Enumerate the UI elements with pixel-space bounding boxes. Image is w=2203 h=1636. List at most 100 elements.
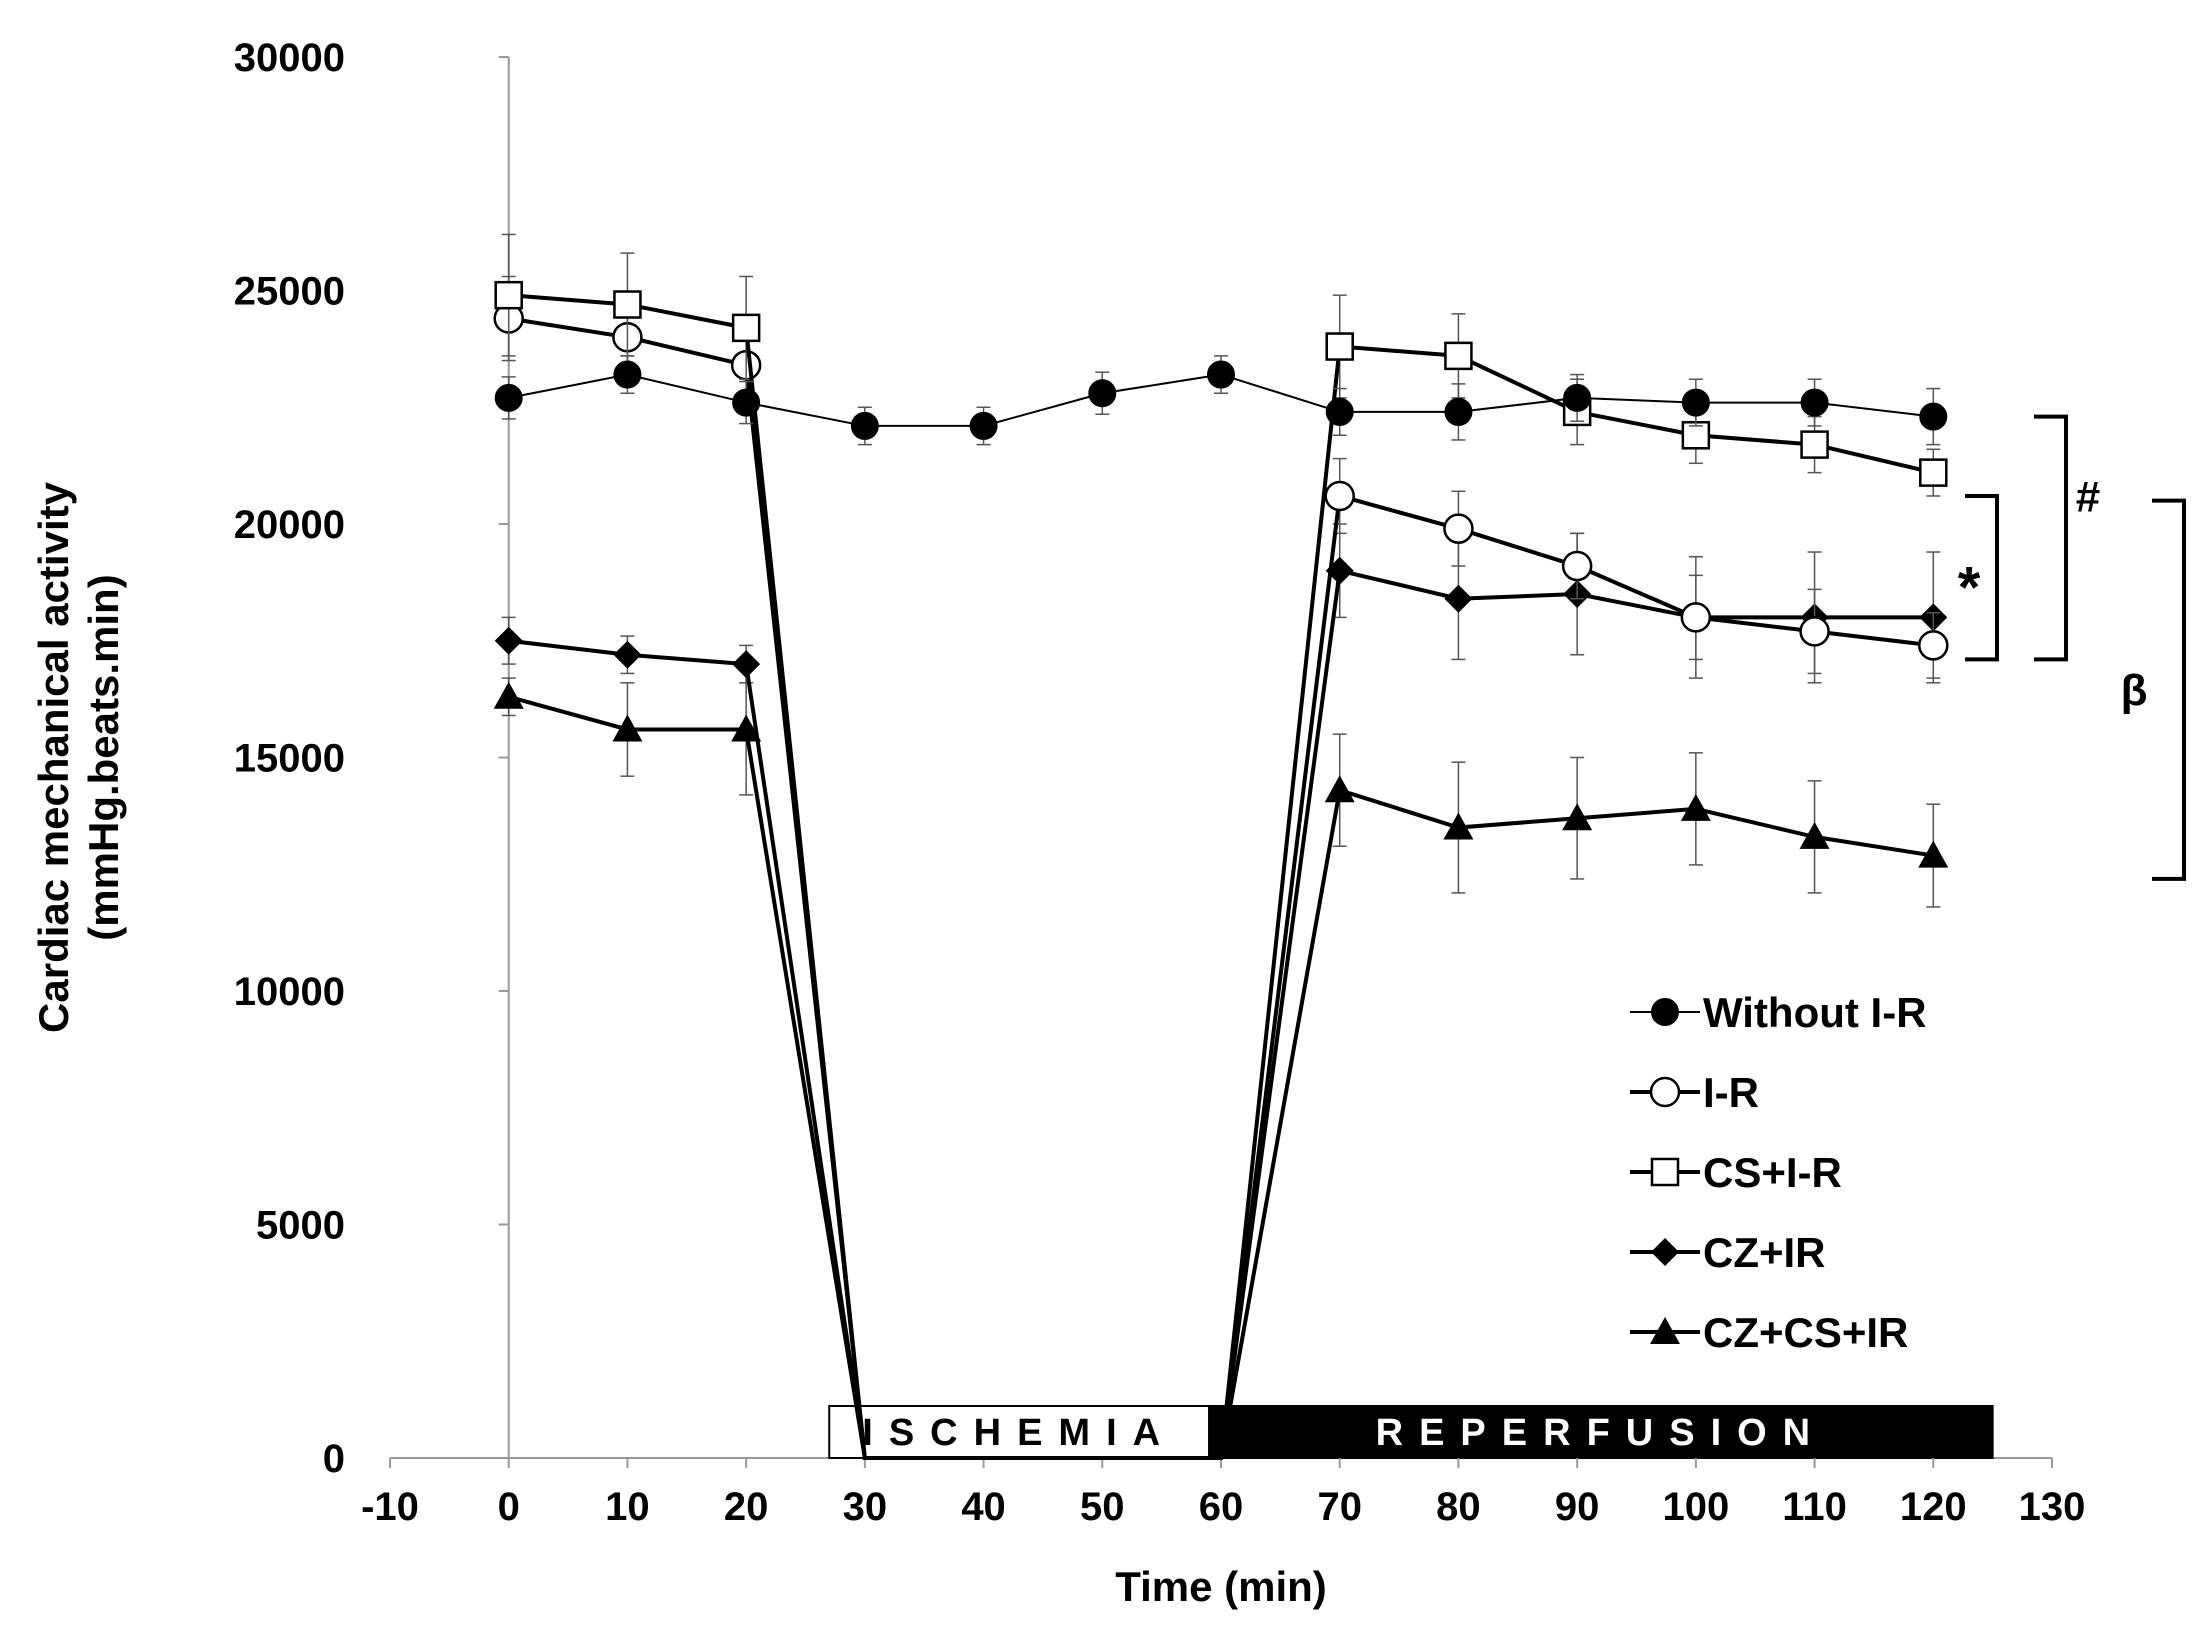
x-axis-label: Time (min) <box>1115 1563 1327 1610</box>
x-tick-label: 40 <box>961 1485 1006 1529</box>
data-point <box>612 714 643 742</box>
series-line <box>508 316 1934 1460</box>
y-tick-label: 20000 <box>234 503 345 547</box>
data-point <box>732 650 761 679</box>
data-point <box>731 313 761 343</box>
data-point <box>731 714 762 742</box>
legend-item: CS+I-R <box>1630 1149 1842 1196</box>
legend-item: CZ+CS+IR <box>1630 1309 1908 1356</box>
y-axis-label-line2: (mmHg.beats.min) <box>80 574 127 940</box>
data-point <box>1325 397 1354 426</box>
legend-label: Without I-R <box>1703 989 1927 1036</box>
y-tick-label: 25000 <box>234 270 345 314</box>
y-tick-label: 30000 <box>234 36 345 80</box>
x-tick-label: 90 <box>1555 1485 1600 1529</box>
data-point <box>1681 388 1710 417</box>
data-point <box>1444 397 1473 426</box>
bracket-label: β <box>2121 666 2148 715</box>
bracket-hash: # <box>2034 414 2100 662</box>
legend-label: I-R <box>1703 1069 1759 1116</box>
x-tick-label: 100 <box>1662 1485 1729 1529</box>
legend-label: CZ+CS+IR <box>1703 1309 1908 1356</box>
legend-label: CZ+IR <box>1703 1229 1826 1276</box>
data-point <box>494 280 523 310</box>
legend-label: CS+I-R <box>1703 1149 1842 1196</box>
data-point <box>1561 550 1593 582</box>
bracket-line <box>2152 498 2186 881</box>
bracket-star: * <box>1958 493 1999 662</box>
x-tick-label: 0 <box>498 1485 520 1529</box>
series-cz-cs-ir <box>493 663 1949 1460</box>
data-point <box>613 360 642 389</box>
data-point <box>1680 602 1712 633</box>
phase-box <box>828 1405 1211 1459</box>
legend-marker <box>1651 1238 1679 1266</box>
legend-marker <box>1649 1076 1681 1108</box>
legend-marker <box>1650 1157 1680 1187</box>
x-tick-label: 50 <box>1080 1485 1125 1529</box>
data-point <box>1444 341 1473 371</box>
series-line <box>508 293 1934 1460</box>
data-point <box>1088 379 1117 408</box>
data-point <box>1800 430 1829 459</box>
data-point <box>1324 480 1355 512</box>
x-tick-label: 120 <box>1900 1485 1967 1529</box>
x-tick-label: 20 <box>724 1485 769 1529</box>
y-tick-label: 0 <box>323 1437 345 1481</box>
phase-reperfusion: REPERFUSION <box>1208 1405 1994 1459</box>
data-point <box>850 411 879 440</box>
data-point <box>732 388 761 417</box>
legend-item: Without I-R <box>1630 989 1927 1036</box>
phase-label: ISCHEMIA <box>862 1412 1176 1454</box>
phase-ischemia: ISCHEMIA <box>828 1405 1211 1459</box>
data-point <box>1919 458 1948 487</box>
x-tick-label: -10 <box>361 1485 419 1529</box>
data-point <box>1443 513 1474 544</box>
phase-label: REPERFUSION <box>1376 1412 1826 1454</box>
data-point <box>1325 332 1354 361</box>
legend-marker <box>1651 998 1679 1026</box>
data-point <box>1799 821 1830 849</box>
phase-bars: ISCHEMIA REPERFUSION <box>828 1405 1994 1459</box>
x-tick-label: 10 <box>605 1485 650 1529</box>
data-point <box>1918 630 1949 661</box>
x-tick-label: 30 <box>843 1485 888 1529</box>
series-cs-i-r <box>494 233 1948 1460</box>
data-series <box>493 233 1949 1460</box>
series-i-r <box>493 275 1949 1460</box>
data-point <box>493 681 524 709</box>
axis-ticks: -10 0 10 20 30 40 50 60 70 80 90 100 110 120 130 0 5000 1… <box>234 36 2086 1529</box>
data-point <box>1562 803 1593 831</box>
data-point <box>613 640 642 669</box>
data-point <box>1800 388 1829 417</box>
significance-brackets: # * β <box>1958 414 2186 881</box>
data-point <box>1799 616 1830 647</box>
legend: Without I-R I-R CS+I-R CZ+IR CZ+CS+IR <box>1630 989 1927 1356</box>
data-point <box>613 290 642 319</box>
y-tick-label: 10000 <box>234 970 345 1014</box>
bracket-line <box>2034 414 2068 662</box>
data-point <box>1324 775 1355 803</box>
data-point <box>494 626 523 655</box>
data-point <box>494 383 523 412</box>
data-point <box>1444 584 1473 613</box>
y-axis-label-line1: Cardiac mechanical activity <box>30 481 77 1033</box>
x-tick-label: 130 <box>2019 1485 2086 1529</box>
data-point <box>1563 383 1592 412</box>
x-tick-label: 70 <box>1317 1485 1362 1529</box>
bracket-beta: β <box>2121 498 2186 881</box>
legend-item: CZ+IR <box>1630 1229 1826 1276</box>
x-tick-label: 80 <box>1436 1485 1481 1529</box>
bracket-label: # <box>2076 473 2100 522</box>
data-point <box>1207 360 1235 389</box>
y-tick-label: 5000 <box>256 1204 345 1248</box>
phase-box <box>1208 1405 1994 1459</box>
x-tick-label: 110 <box>1782 1485 1847 1529</box>
data-point <box>1919 402 1948 431</box>
data-point <box>969 411 998 440</box>
bracket-line <box>1965 493 1999 662</box>
data-point <box>1918 840 1949 868</box>
x-tick-label: 60 <box>1199 1485 1244 1529</box>
